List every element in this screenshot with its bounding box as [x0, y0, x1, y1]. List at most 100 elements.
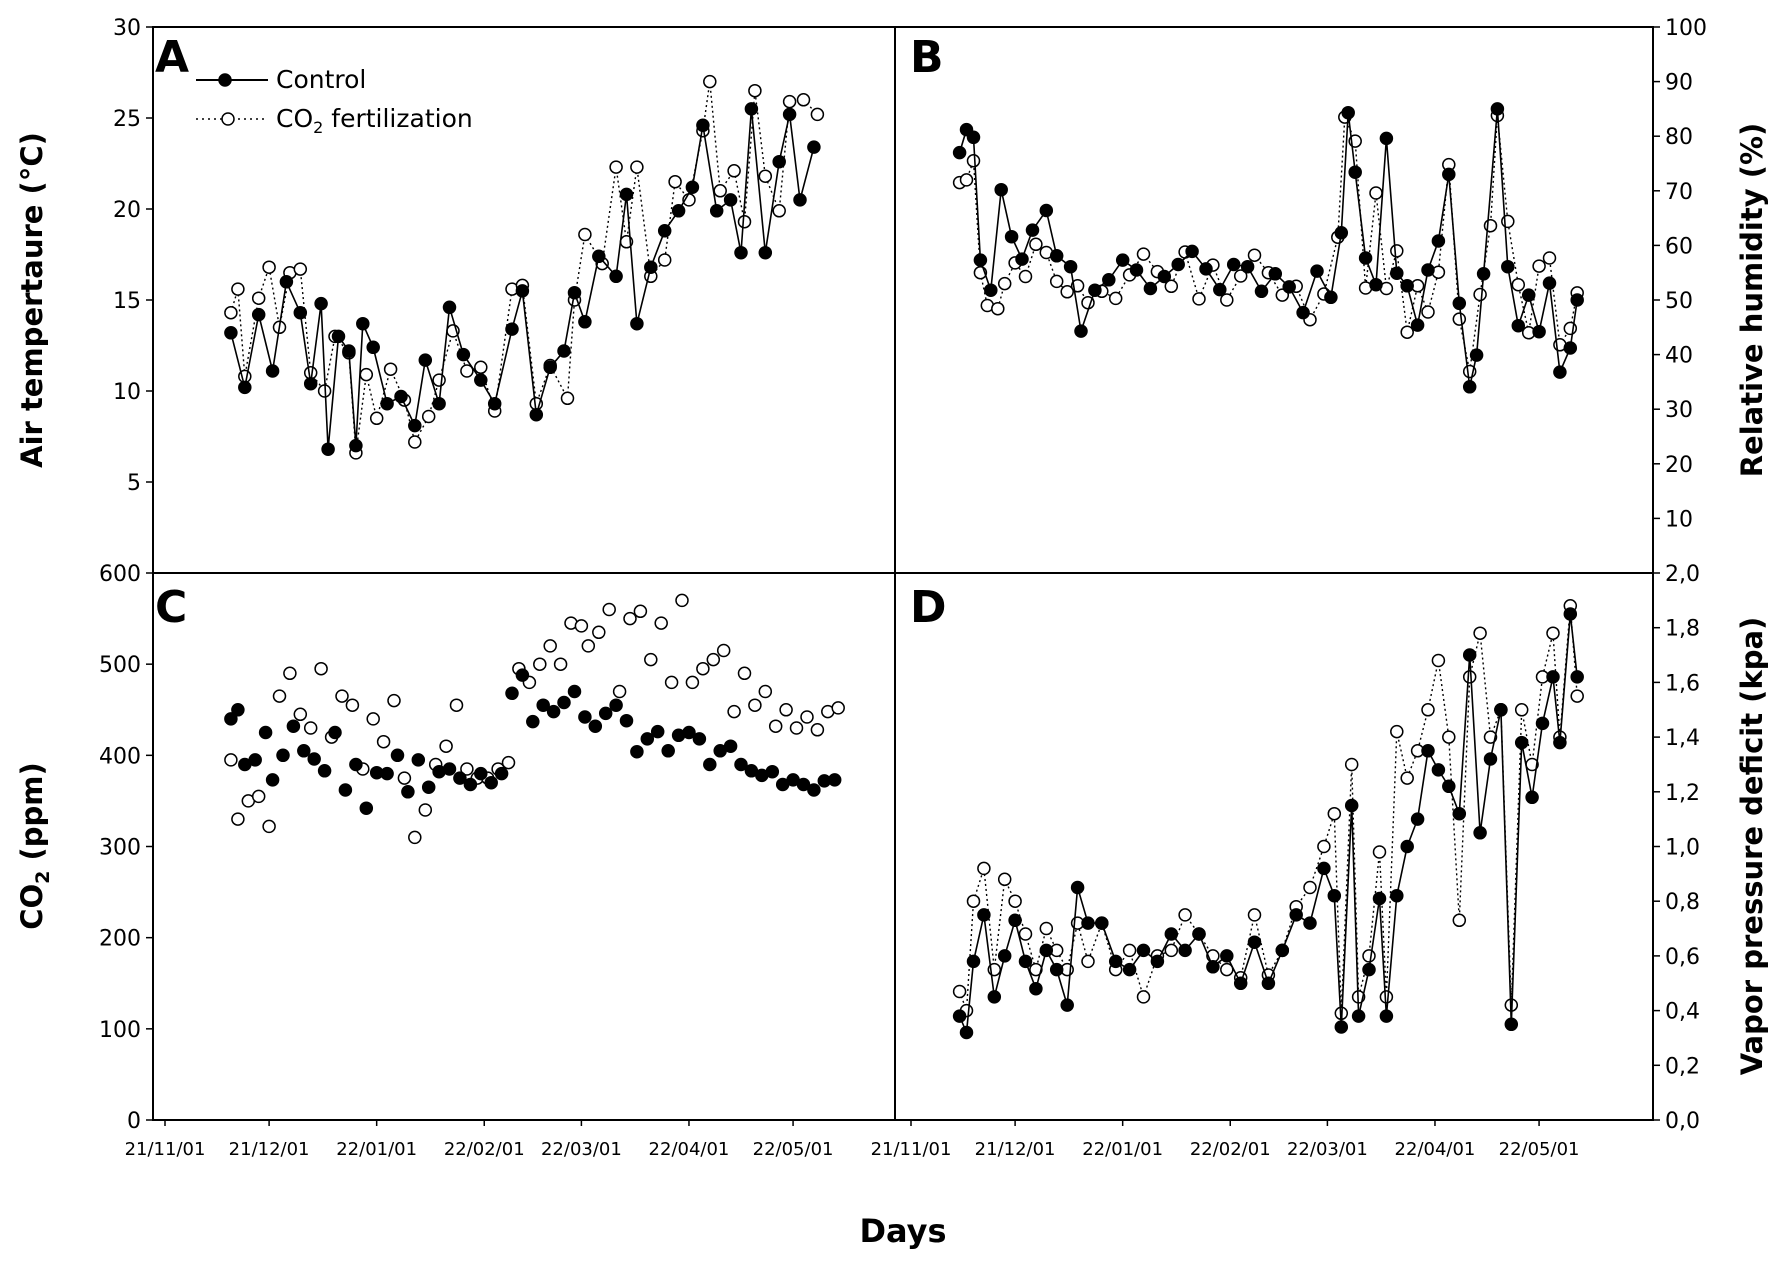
data-point-c-co2 — [727, 704, 741, 719]
data-point-a-control — [567, 285, 582, 300]
legend: Control CO2 fertilization — [196, 65, 473, 137]
data-point-b-control — [1310, 264, 1324, 278]
data-point-a-co2 — [668, 174, 682, 189]
x-tick-label: 22/04/01 — [1395, 1139, 1476, 1160]
axes-layer: 21/11/01 21/12/01 22/01/01 22/02/01 22/03/01… — [99, 16, 1707, 1160]
y-tick-label: 60 — [1665, 234, 1693, 259]
data-point-c-co2 — [553, 657, 568, 671]
data-point-a-control — [807, 140, 821, 154]
panel-label-c: C — [155, 582, 187, 633]
data-point-b-co2 — [1369, 186, 1383, 200]
data-point-c-co2 — [387, 693, 401, 708]
data-point-b-control — [1074, 324, 1088, 338]
data-point-d-control — [1008, 913, 1022, 928]
data-point-a-control — [224, 326, 238, 340]
y-tick-label: 200 — [99, 927, 141, 952]
data-point-a-control — [630, 316, 644, 331]
data-point-c-control — [307, 752, 321, 766]
data-point-d-control — [1452, 806, 1467, 821]
data-point-d-control — [1379, 1009, 1394, 1023]
data-point-c-control — [827, 773, 842, 787]
data-point-d-control — [1122, 962, 1137, 977]
data-point-a-control — [432, 396, 446, 411]
data-point-d-control — [1178, 943, 1192, 958]
data-point-b-control — [1143, 281, 1158, 296]
data-point-a-co2 — [630, 160, 644, 174]
data-point-c-co2 — [779, 703, 793, 717]
data-point-c-control — [734, 757, 748, 772]
panel-label-b: B — [910, 32, 944, 83]
data-point-c-control — [442, 762, 457, 776]
y-tick-label: 1,8 — [1665, 617, 1700, 642]
data-point-c-control — [546, 704, 561, 719]
data-point-d-co2 — [1462, 670, 1477, 684]
data-point-a-co2 — [810, 107, 825, 122]
data-point-c-control — [796, 777, 811, 792]
data-point-c-control — [286, 719, 301, 733]
data-point-a-co2 — [293, 262, 308, 276]
data-point-d-control — [1275, 943, 1290, 958]
data-point-d-control — [1018, 954, 1033, 969]
xlabel-days: Days — [859, 1212, 946, 1250]
data-point-b-control — [1369, 277, 1383, 292]
data-point-c-co2 — [408, 830, 422, 845]
data-point-c-control — [598, 706, 613, 721]
data-point-c-control — [231, 703, 245, 717]
data-point-b-control — [1570, 293, 1584, 307]
data-point-b-control — [1379, 131, 1394, 146]
data-point-d-co2 — [1473, 626, 1487, 640]
data-point-a-control — [644, 260, 658, 274]
data-point-a-control — [279, 275, 294, 289]
data-point-c-control — [484, 775, 498, 790]
data-point-d-co2 — [966, 894, 981, 908]
data-point-d-co2 — [1421, 703, 1435, 717]
y-tick-label: 0,0 — [1665, 1109, 1700, 1134]
data-point-b-control — [1226, 257, 1241, 272]
data-point-c-co2 — [574, 619, 589, 633]
data-point-b-control — [1501, 259, 1515, 274]
data-point-c-co2 — [696, 661, 710, 676]
data-point-d-control — [987, 990, 1002, 1004]
x-tick-label: 22/01/01 — [1082, 1139, 1163, 1160]
y-tick-label: 40 — [1665, 344, 1693, 369]
data-point-a-control — [671, 204, 686, 218]
y-tick-label: 0,6 — [1665, 945, 1700, 970]
data-point-d-co2 — [1514, 703, 1529, 717]
data-point-c-control — [297, 744, 311, 758]
data-point-d-control — [1108, 954, 1123, 969]
data-point-b-co2 — [1483, 218, 1498, 233]
data-point-b-control — [1185, 244, 1199, 259]
data-point-c-co2 — [675, 593, 689, 608]
data-point-a-co2 — [421, 409, 436, 424]
data-point-b-control — [1025, 223, 1040, 237]
data-point-d-control — [1410, 812, 1425, 826]
data-point-d-co2 — [1362, 949, 1376, 963]
data-point-a-co2 — [737, 214, 752, 229]
ylabel-relative-humidity: Relative humidity (%) — [1735, 123, 1769, 478]
x-tick-label: 22/05/01 — [753, 1139, 834, 1160]
y-tick-label: 1,6 — [1665, 671, 1700, 696]
data-point-b-control — [1358, 251, 1373, 265]
data-point-c-control — [390, 748, 405, 763]
data-point-d-control — [1317, 861, 1331, 876]
data-point-b-control — [1400, 279, 1414, 293]
x-tick-label: 22/01/01 — [336, 1139, 417, 1160]
data-point-a-control — [543, 360, 557, 375]
data-point-b-control — [1490, 102, 1505, 116]
data-point-a-control — [529, 407, 544, 422]
data-point-b-co2 — [997, 276, 1012, 291]
data-point-b-control — [1240, 259, 1255, 274]
data-point-a-control — [487, 396, 502, 411]
data-point-c-co2 — [581, 639, 596, 653]
data-point-a-co2 — [578, 227, 592, 242]
data-point-b-co2 — [1421, 305, 1435, 319]
data-point-a-co2 — [703, 74, 717, 89]
data-point-c-control — [682, 725, 696, 740]
data-point-a-co2 — [560, 391, 575, 406]
y-tick-label: 100 — [99, 1018, 141, 1043]
data-point-b-control — [1341, 105, 1355, 120]
data-point-c-control — [453, 771, 467, 785]
data-point-d-co2 — [1442, 730, 1456, 744]
data-point-d-control — [1351, 1009, 1366, 1023]
data-point-a-co2 — [609, 160, 623, 174]
